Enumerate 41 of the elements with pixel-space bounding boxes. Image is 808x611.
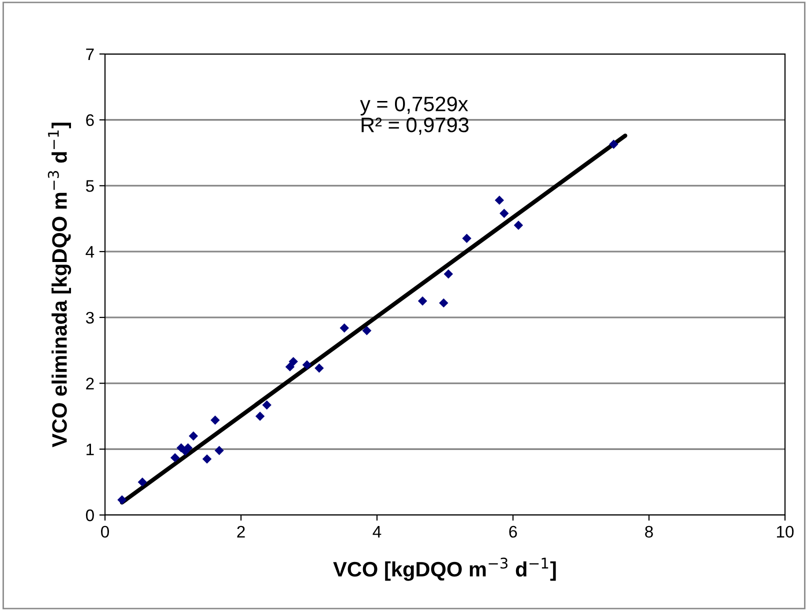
point [214,446,224,456]
point [285,362,295,372]
y-axis-title: VCO eliminada [kgDQO m$^{−3}$ d$^{−1}$] [48,122,72,448]
point [262,400,272,410]
x-tick-label: 6 [509,526,517,538]
y-tick-label: 0 [86,509,94,522]
point [514,220,524,230]
point [439,298,448,308]
point [462,234,472,244]
point [288,356,298,366]
point [202,454,212,464]
y-tick-label: 5 [86,180,94,192]
point [362,326,372,336]
point [302,360,312,370]
point [170,453,180,462]
point [418,296,428,306]
point [138,477,148,487]
point [500,208,509,218]
point [609,140,618,149]
point [183,443,193,452]
point [255,412,265,421]
x-tick-label: 4 [372,526,382,538]
x-tick-label: 2 [237,526,245,538]
y-tick-label: 4 [86,246,94,258]
point [188,431,198,441]
x-tick-label: 0 [101,526,109,538]
x-tick-label: 8 [645,526,653,538]
y-tick-label: 6 [86,114,94,126]
point [210,416,220,425]
y-tick-label: 2 [86,378,94,390]
point [494,196,504,205]
y-tick-label: 1 [86,444,94,456]
x-axis-title: VCO [kgDQO m$^{−3}$ d$^{−1}$] [333,558,556,581]
y-tick-label: 3 [86,312,94,324]
x-tick-label: 10 [777,526,794,538]
point [117,495,127,504]
y-tick-label: 7 [86,48,94,60]
point [314,364,324,373]
annotation: y = 0,7529x R² = 0,9793 [360,96,469,135]
point [340,323,349,333]
point [444,269,454,279]
